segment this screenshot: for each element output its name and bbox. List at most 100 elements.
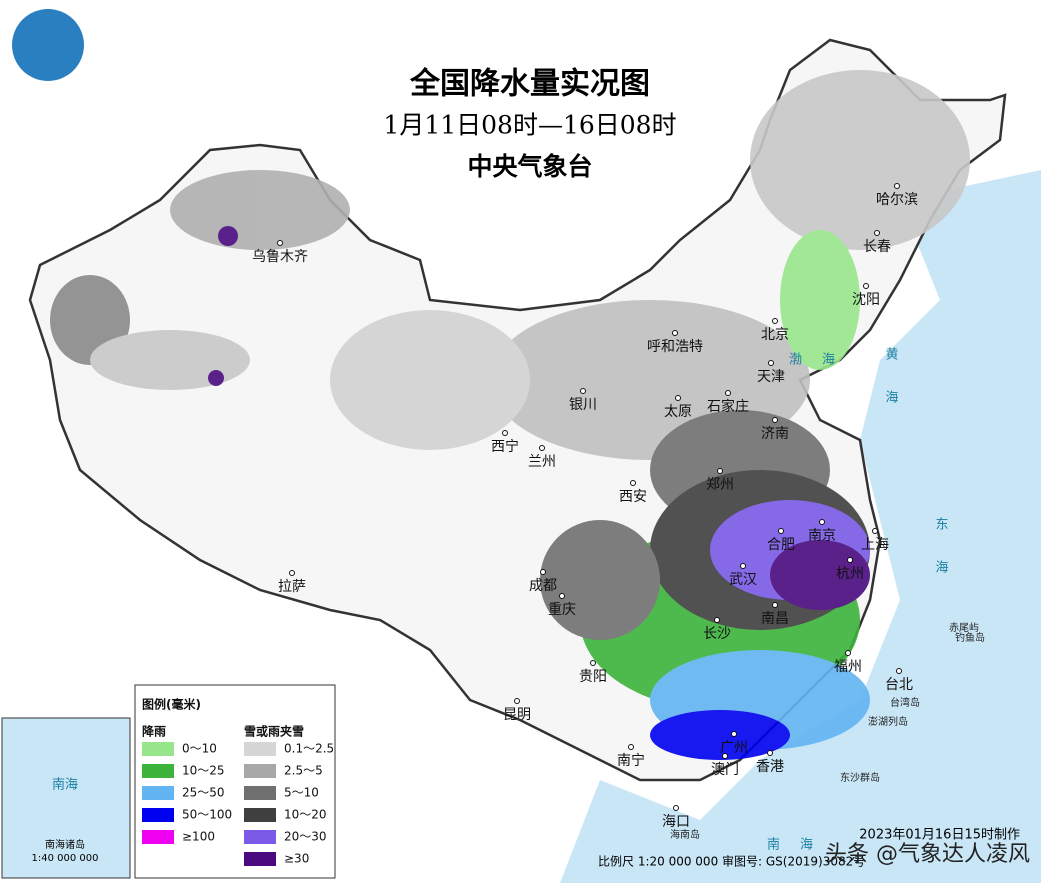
city-dot (502, 430, 508, 436)
city-dot (514, 698, 520, 704)
precip-area (170, 170, 350, 250)
city-dot (630, 480, 636, 486)
city-label: 济南 (761, 426, 789, 442)
sea-label: 渤海 (789, 352, 855, 368)
island-label: 赤尾屿 (949, 622, 979, 634)
city-dot (277, 240, 283, 246)
city-label: 西宁 (491, 438, 519, 455)
city-dot (896, 668, 902, 674)
legend-swatch (142, 786, 174, 800)
city-label: 兰州 (528, 454, 556, 470)
city-dot (590, 660, 596, 666)
legend-label: 10～20 (284, 808, 327, 822)
city-dot (847, 557, 853, 563)
precip-area (750, 70, 970, 250)
title: 全国降水量实况图 (409, 67, 650, 102)
city-dot (722, 753, 728, 759)
city-label: 拉萨 (278, 579, 306, 595)
city-label: 合肥 (767, 537, 795, 553)
legend-swatch (244, 742, 276, 756)
city-dot (894, 183, 900, 189)
legend-snow-heading: 雪或雨夹雪 (244, 724, 304, 739)
precip-area (540, 520, 660, 640)
legend-label: 10～25 (182, 764, 225, 778)
city-dot (540, 569, 546, 575)
city-label: 成都 (529, 578, 557, 594)
legend-label: 50～100 (182, 808, 232, 822)
city-label: 石家庄 (707, 398, 749, 415)
inset-title: 南海诸岛 (45, 838, 85, 851)
city-dot (872, 528, 878, 534)
city-label: 台北 (885, 677, 913, 693)
legend-swatch (142, 830, 174, 844)
city-label: 南昌 (761, 611, 789, 627)
city-dot (863, 283, 869, 289)
inset-scale: 1:40 000 000 (32, 853, 99, 864)
legend-swatch (142, 742, 174, 756)
island-label: 澎湖列岛 (868, 715, 908, 728)
city-dot (772, 318, 778, 324)
city-dot (675, 395, 681, 401)
logo (12, 9, 84, 81)
city-dot (874, 230, 880, 236)
city-label: 福州 (834, 659, 862, 675)
island-label: 东沙群岛 (840, 771, 880, 784)
inset-frame (1, 717, 131, 879)
city-label: 呼和浩特 (647, 339, 703, 355)
city-dot (845, 650, 851, 656)
legend-label: ≥30 (284, 852, 309, 866)
city-dot (289, 570, 295, 576)
legend-label: ≥100 (182, 830, 215, 844)
legend-swatch (244, 764, 276, 778)
city-dot (580, 388, 586, 394)
city-label: 银川 (569, 397, 597, 413)
city-dot (628, 744, 634, 750)
island-label: 海南岛 (670, 828, 700, 841)
city-label: 长春 (863, 239, 891, 255)
city-dot (772, 602, 778, 608)
city-label: 郑州 (706, 477, 734, 493)
sea-label: 东海 (933, 517, 949, 603)
city-label: 沈阳 (852, 292, 880, 308)
precip-area (208, 370, 224, 386)
city-label: 天津 (757, 369, 785, 385)
island-label: 钓鱼岛 (955, 631, 985, 644)
agency: 中央气象台 (467, 152, 592, 181)
city-label: 哈尔滨 (876, 192, 918, 208)
city-dot (778, 528, 784, 534)
city-label: 重庆 (548, 602, 576, 618)
footer-scale: 比例尺 1:20 000 000 审图号: GS(2019)3082号 (598, 854, 865, 869)
city-label: 西安 (619, 489, 647, 505)
subtitle: 1月11日08时—16日08时 (383, 111, 676, 140)
city-dot (714, 617, 720, 623)
legend-rain-heading: 降雨 (142, 724, 166, 739)
footer-maker: 2023年01月16日15时制作 (859, 828, 1020, 843)
legend-label: 0～10 (182, 742, 217, 756)
city-dot (767, 750, 773, 756)
city-dot (772, 417, 778, 423)
city-label: 上海 (861, 537, 889, 553)
legend-label: 20～30 (284, 830, 327, 844)
legend-swatch (244, 852, 276, 866)
city-label: 杭州 (836, 566, 864, 582)
precip-area (330, 310, 530, 450)
city-label: 乌鲁木齐 (252, 249, 308, 265)
city-label: 昆明 (503, 707, 531, 723)
city-dot (673, 805, 679, 811)
precip-area (780, 230, 860, 370)
city-dot (717, 468, 723, 474)
precip-areas (50, 70, 970, 760)
legend-swatch (244, 830, 276, 844)
city-label: 贵阳 (579, 669, 607, 685)
city-label: 海口 (662, 814, 690, 830)
legend-swatch (244, 786, 276, 800)
city-dot (768, 360, 774, 366)
city-dot (672, 330, 678, 336)
legend-swatch (244, 808, 276, 822)
city-dot (740, 563, 746, 569)
city-dot (559, 593, 565, 599)
watermark: 头条 @气象达人凌风 (825, 842, 1030, 867)
